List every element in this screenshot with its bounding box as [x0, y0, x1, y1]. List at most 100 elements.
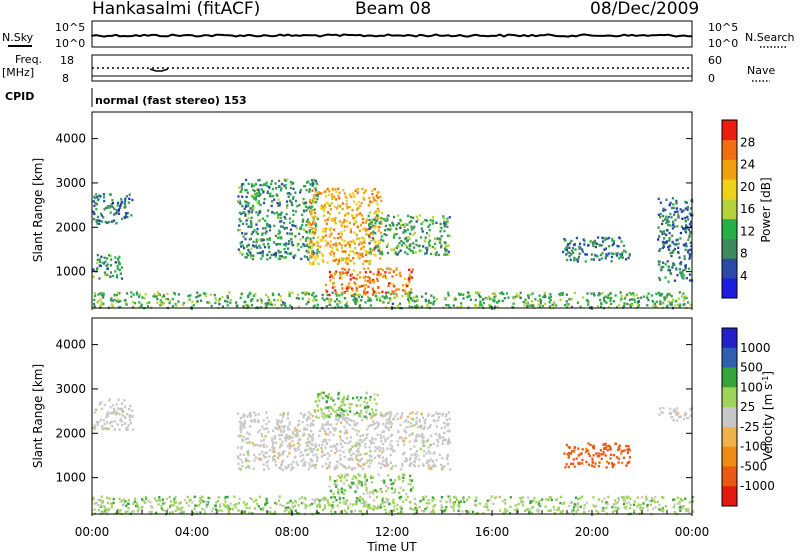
echo-cell — [378, 445, 381, 449]
echo-cell — [340, 404, 343, 408]
echo-cell — [149, 501, 152, 504]
echo-cell — [386, 216, 389, 219]
echo-cell — [620, 294, 623, 298]
echo-cell — [339, 430, 342, 433]
echo-cell — [573, 506, 576, 509]
echo-cell — [334, 292, 337, 295]
echo-cell — [312, 260, 315, 263]
echo-cell — [599, 253, 602, 257]
echo-cell — [373, 290, 376, 293]
echo-cell — [101, 261, 104, 264]
echo-cell — [278, 201, 281, 204]
echo-cell — [95, 220, 98, 223]
echo-cell — [253, 459, 256, 462]
time-x-axis: 00:00 04:00 08:00 12:00 16:00 20:00 00:00 — [75, 306, 709, 539]
echo-cell — [483, 505, 486, 508]
echo-cell — [507, 296, 510, 299]
echo-cell — [106, 267, 109, 270]
echo-cell — [667, 280, 670, 283]
echo-cell — [278, 229, 281, 232]
echo-cell — [344, 203, 348, 206]
echo-cell — [374, 489, 377, 492]
echo-cell — [357, 200, 360, 204]
echo-cell — [427, 466, 430, 469]
echo-cell — [609, 292, 612, 295]
echo-cell — [297, 448, 300, 451]
echo-cell — [687, 238, 690, 241]
echo-cell — [352, 293, 355, 296]
echo-cell — [406, 252, 409, 256]
colorbar-block — [722, 466, 737, 487]
echo-cell — [242, 423, 245, 426]
echo-cell — [148, 510, 151, 514]
echo-cell — [436, 412, 439, 416]
echo-cell — [243, 300, 246, 304]
echo-cell — [314, 227, 317, 230]
echo-cell — [266, 460, 270, 463]
echo-cell — [432, 301, 435, 304]
echo-cell — [136, 510, 139, 513]
echo-cell — [132, 502, 135, 506]
echo-cell — [108, 508, 111, 511]
echo-cell — [129, 404, 132, 408]
echo-cell — [405, 493, 408, 496]
echo-cell — [93, 298, 96, 302]
echo-cell — [240, 240, 243, 244]
echo-cell — [193, 495, 196, 498]
echo-cell — [242, 501, 245, 504]
echo-cell — [475, 291, 478, 294]
echo-cell — [667, 220, 670, 223]
echo-cell — [289, 436, 292, 439]
echo-cell — [376, 433, 379, 436]
echo-cell — [444, 509, 447, 512]
echo-cell — [199, 294, 202, 297]
echo-cell — [304, 498, 307, 501]
echo-cell — [333, 254, 336, 258]
echo-cell — [279, 428, 282, 431]
echo-cell — [378, 249, 382, 253]
echo-cell — [133, 500, 136, 503]
echo-cell — [342, 482, 346, 485]
echo-cell — [275, 243, 278, 246]
echo-cell — [277, 499, 281, 502]
echo-cell — [101, 220, 104, 223]
echo-cell — [244, 214, 247, 217]
echo-cell — [342, 398, 345, 401]
echo-cell — [629, 506, 632, 510]
echo-cell — [283, 450, 286, 453]
echo-cell — [353, 262, 356, 265]
echo-cell — [611, 237, 614, 241]
echo-cell — [261, 435, 264, 438]
echo-cell — [315, 224, 318, 228]
echo-cell — [437, 416, 440, 419]
echo-cell — [573, 256, 576, 260]
echo-cell — [259, 183, 262, 187]
echo-cell — [281, 433, 284, 437]
echo-cell — [168, 301, 171, 305]
echo-cell — [387, 291, 390, 294]
echo-cell — [105, 416, 108, 419]
echo-cell — [268, 237, 271, 240]
echo-cell — [240, 292, 243, 296]
echo-cell — [338, 414, 341, 417]
echo-cell — [106, 273, 109, 276]
echo-cell — [353, 242, 356, 245]
echo-cell — [324, 206, 327, 209]
echo-cell — [390, 467, 393, 470]
echo-cell — [408, 305, 411, 308]
echo-cell — [673, 213, 676, 217]
echo-cell — [302, 185, 305, 188]
echo-cell — [286, 192, 289, 195]
echo-cell — [355, 500, 358, 503]
echo-cell — [204, 294, 207, 298]
echo-cell — [103, 423, 106, 426]
colorbar-tick-label: -25 — [740, 420, 760, 434]
echo-cell — [307, 468, 310, 471]
echo-cell — [575, 258, 578, 261]
echo-cell — [667, 268, 670, 272]
echo-cell — [681, 269, 684, 272]
echo-cell — [573, 291, 576, 295]
echo-cell — [372, 280, 376, 283]
echo-cell — [401, 437, 404, 440]
echo-cell — [370, 476, 373, 479]
